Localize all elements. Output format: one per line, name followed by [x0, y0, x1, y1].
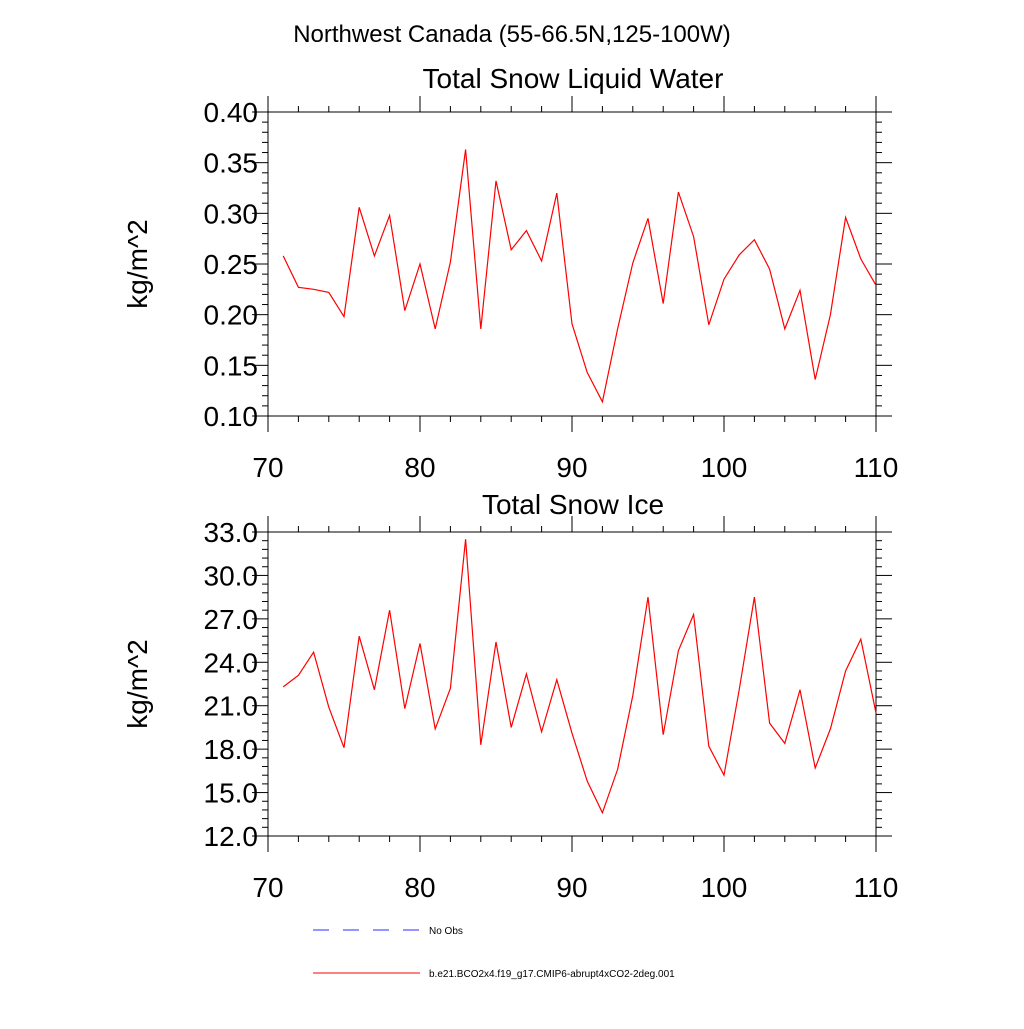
series-line: [282, 149, 877, 404]
y-tick-label: 0.40: [204, 97, 259, 128]
y-tick-label: 30.0: [204, 560, 259, 591]
x-tick-label: 100: [701, 872, 748, 903]
y-axis-label: kg/m^2: [122, 219, 153, 308]
x-tick-label: 100: [701, 452, 748, 483]
x-tick-label: 90: [556, 872, 587, 903]
y-tick-label: 0.20: [204, 300, 259, 331]
panel-snow-liquid-water: Total Snow Liquid Water kg/m^2 70 80 90 100…: [122, 63, 898, 483]
chart-title: Total Snow Liquid Water: [423, 63, 724, 94]
region-title: Northwest Canada (55-66.5N,125-100W): [293, 21, 731, 48]
y-tick-label: 0.10: [204, 401, 259, 432]
x-tick-label: 70: [252, 872, 283, 903]
x-tick-label: 110: [854, 452, 899, 483]
plot-area: 70 80 90 100 110 12.0 15.0 18.0 21.0 24.0 27.0 30.0…: [204, 516, 899, 903]
x-tick-label: 80: [404, 452, 435, 483]
legend-label: b.e21.BCO2x4.f19_g17.CMIP6-abrupt4xCO2-2…: [429, 969, 675, 980]
y-tick-label: 0.15: [204, 350, 259, 381]
y-tick-label: 0.35: [204, 148, 259, 179]
legend-label: No Obs: [429, 926, 463, 937]
y-tick-label: 0.30: [204, 198, 259, 229]
y-axis-label: kg/m^2: [122, 639, 153, 728]
series-line: [282, 539, 877, 815]
y-tick-label: 12.0: [204, 821, 259, 852]
y-tick-label: 24.0: [204, 647, 259, 678]
x-tick-label: 110: [854, 872, 899, 903]
y-tick-label: 18.0: [204, 734, 259, 765]
plot-frame: [267, 531, 877, 837]
legend: No Obs b.e21.BCO2x4.f19_g17.CMIP6-abrupt…: [313, 926, 675, 980]
x-tick-label: 80: [404, 872, 435, 903]
plot-area: 70 80 90 100 110 0.10 0.15 0.20 0.25 0.30 0.35 0.40: [204, 96, 899, 483]
panel-snow-ice: Total Snow Ice kg/m^2 70 80 90 100 110 12.0 15…: [122, 489, 898, 903]
y-tick-label: 21.0: [204, 691, 259, 722]
chart-title: Total Snow Ice: [482, 489, 664, 520]
y-tick-label: 27.0: [204, 604, 259, 635]
x-tick-label: 70: [252, 452, 283, 483]
x-tick-label: 90: [556, 452, 587, 483]
y-tick-label: 15.0: [204, 778, 259, 809]
plot-frame: [267, 111, 877, 417]
y-tick-label: 33.0: [204, 517, 259, 548]
y-tick-label: 0.25: [204, 249, 259, 280]
